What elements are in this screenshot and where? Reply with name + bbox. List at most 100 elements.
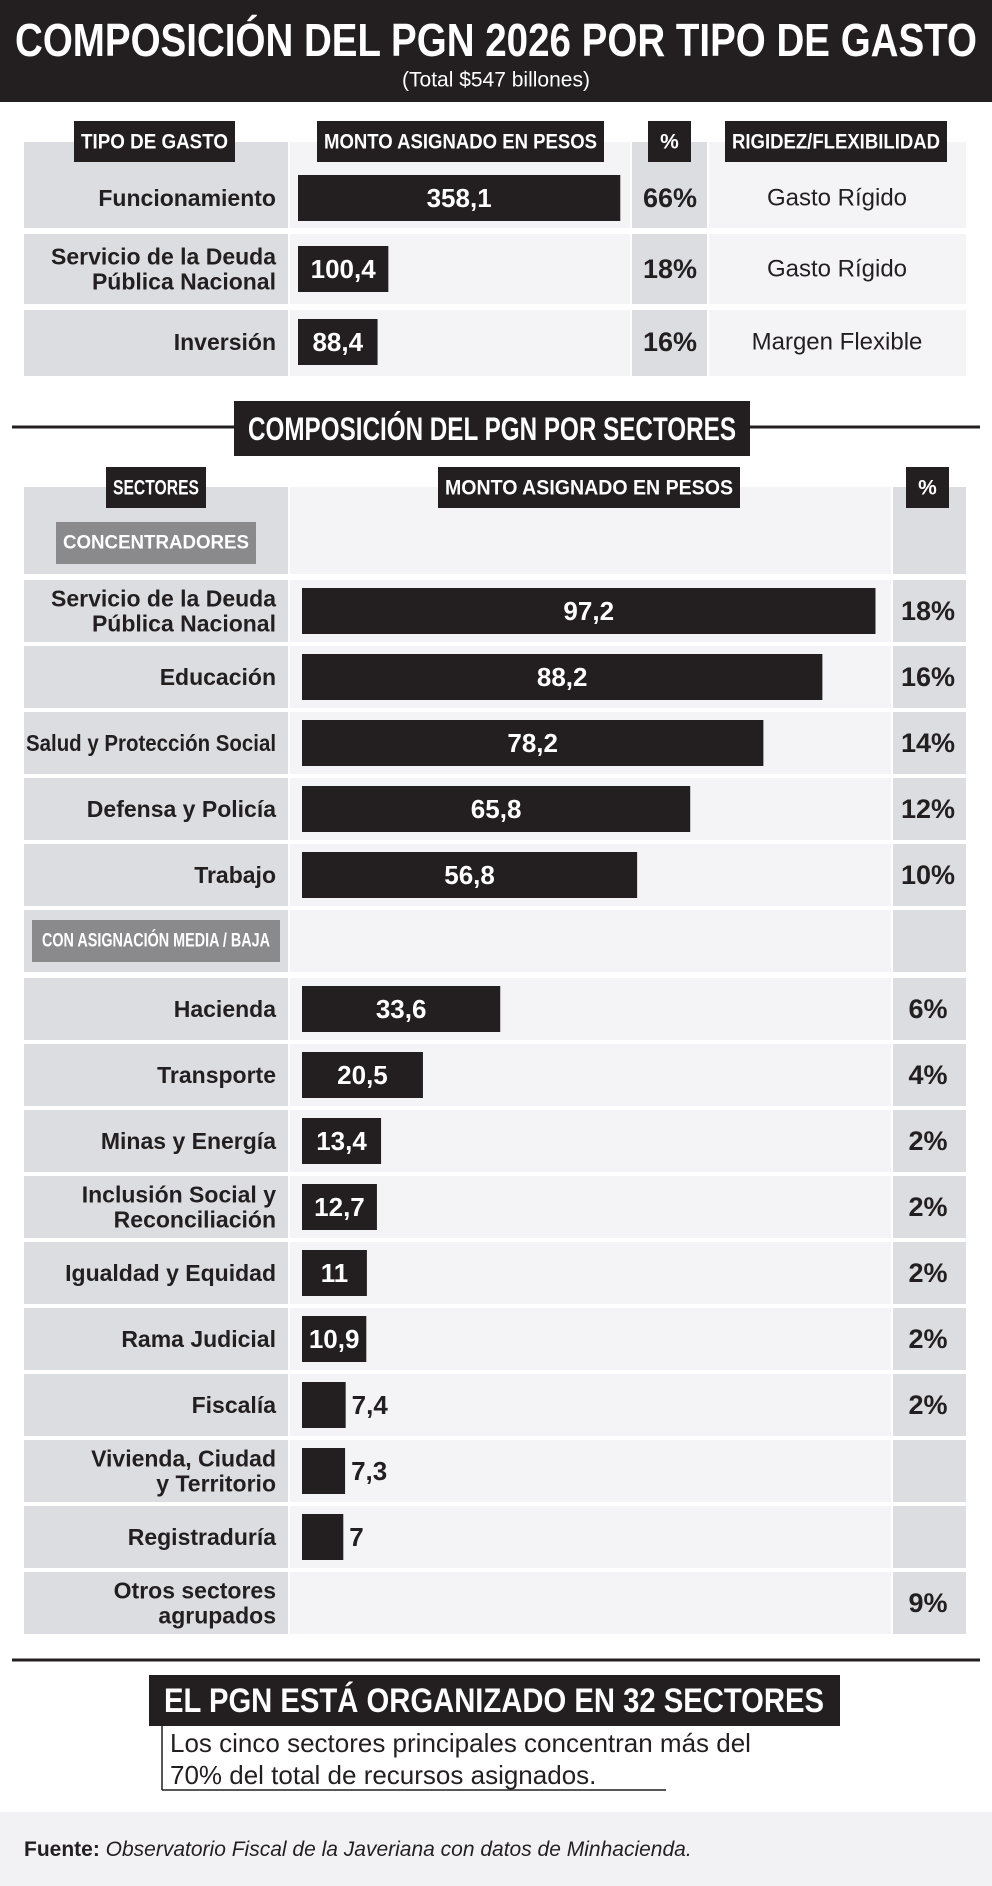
row-label: Inversión [174,329,276,355]
row-label: Pública Nacional [92,611,276,637]
percent: 9% [908,1588,947,1618]
percent: 18% [901,596,955,626]
cell-bg [290,1374,891,1436]
bar [302,588,876,634]
cell-bg [893,712,966,774]
percent: 66% [643,183,697,213]
cell-bg [24,778,288,840]
source: Fuente: Observatorio Fiscal de la Javeri… [24,1838,692,1861]
percent: 2% [908,1324,947,1354]
cell-bg [893,1440,966,1502]
column-header-box [648,121,691,162]
cell-bg [290,910,891,972]
bar-value-label: 7 [349,1522,363,1552]
bar-value-label: 10,9 [309,1324,360,1354]
bar-value-label: 358,1 [427,183,492,213]
row-label: Pública Nacional [92,269,276,295]
footer-band [0,1812,992,1886]
cell-bg [893,1242,966,1304]
cell-bg [290,1242,891,1304]
summary-line: Los cinco sectores principales concentra… [170,1728,751,1758]
bar-value-label: 7,4 [352,1390,389,1420]
row-label: Igualdad y Equidad [65,1260,276,1286]
bar [298,175,621,221]
cell-bg [893,1176,966,1238]
cell-bg [893,1044,966,1106]
bar-value-label: 13,4 [316,1126,367,1156]
group-name: CONCENTRADORES [63,533,249,554]
cell-bg [24,1110,288,1172]
percent: 14% [901,728,955,758]
bar-value-label: 78,2 [507,728,558,758]
cell-bg [290,1506,891,1568]
header-band [0,0,992,102]
cell-bg [893,580,966,642]
cell-bg [893,1308,966,1370]
cell-bg [24,1044,288,1106]
bar [302,1448,346,1494]
bar [302,720,764,766]
row-label: Fiscalía [192,1392,277,1418]
section-title: COMPOSICIÓN DEL PGN POR SECTORES [248,411,736,447]
cell-bg [290,1110,891,1172]
column-header: MONTO ASIGNADO EN PESOS [445,477,733,500]
cell-bg [893,910,966,972]
percent: 16% [901,662,955,692]
percent: 10% [901,860,955,890]
row-label: agrupados [158,1603,276,1629]
bar-value-label: 33,6 [376,994,427,1024]
percent: 2% [908,1126,947,1156]
row-label: Salud y Protección Social [26,730,276,756]
bar-value-label: 88,4 [312,327,363,357]
percent: 4% [908,1060,947,1090]
bar [302,1382,346,1428]
section-title-box [234,401,750,456]
bar-value-label: 56,8 [444,860,495,890]
column-header-box [317,121,604,162]
percent: 6% [908,994,947,1024]
cell-bg [893,1374,966,1436]
bar [302,986,501,1032]
cell-bg [290,1308,891,1370]
bar-value-label: 12,7 [314,1192,365,1222]
cell-bg [24,234,288,304]
bar-value-label: 88,2 [537,662,588,692]
row-label: Trabajo [194,862,276,888]
cell-bg [709,234,966,304]
column-header-box [106,467,206,508]
cell-bg [893,844,966,906]
cell-bg [24,646,288,708]
cell-bg [632,310,707,376]
cell-bg [24,1176,288,1238]
cell-bg [24,1374,288,1436]
group-box [32,920,280,962]
percent: 16% [643,327,697,357]
percent: 2% [908,1390,947,1420]
cell-bg [290,1176,891,1238]
row-label: Reconciliación [114,1207,276,1233]
cell-bg [24,1242,288,1304]
cell-bg [24,580,288,642]
column-header-box [906,467,949,508]
column-header: RIGIDEZ/FLEXIBILIDAD [732,131,940,154]
bar-value-label: 7,3 [351,1456,387,1486]
source-label: Fuente: [24,1838,100,1861]
column-header: MONTO ASIGNADO EN PESOS [324,131,597,154]
cell-bg [24,1440,288,1502]
row-label: Servicio de la Deuda [51,244,276,270]
cell-bg [893,1506,966,1568]
column-header: TIPO DE GASTO [81,131,228,154]
bar [302,786,691,832]
bar [298,319,378,365]
cell-bg [24,1506,288,1568]
row-label: Vivienda, Ciudad [91,1446,276,1472]
bar [302,1250,367,1296]
subtitle: (Total $547 billones) [402,69,590,92]
cell-bg [290,1440,891,1502]
row-label: Rama Judicial [121,1326,276,1352]
group-box [56,522,256,564]
percent: 18% [643,254,697,284]
row-label: Otros sectores [114,1578,276,1604]
